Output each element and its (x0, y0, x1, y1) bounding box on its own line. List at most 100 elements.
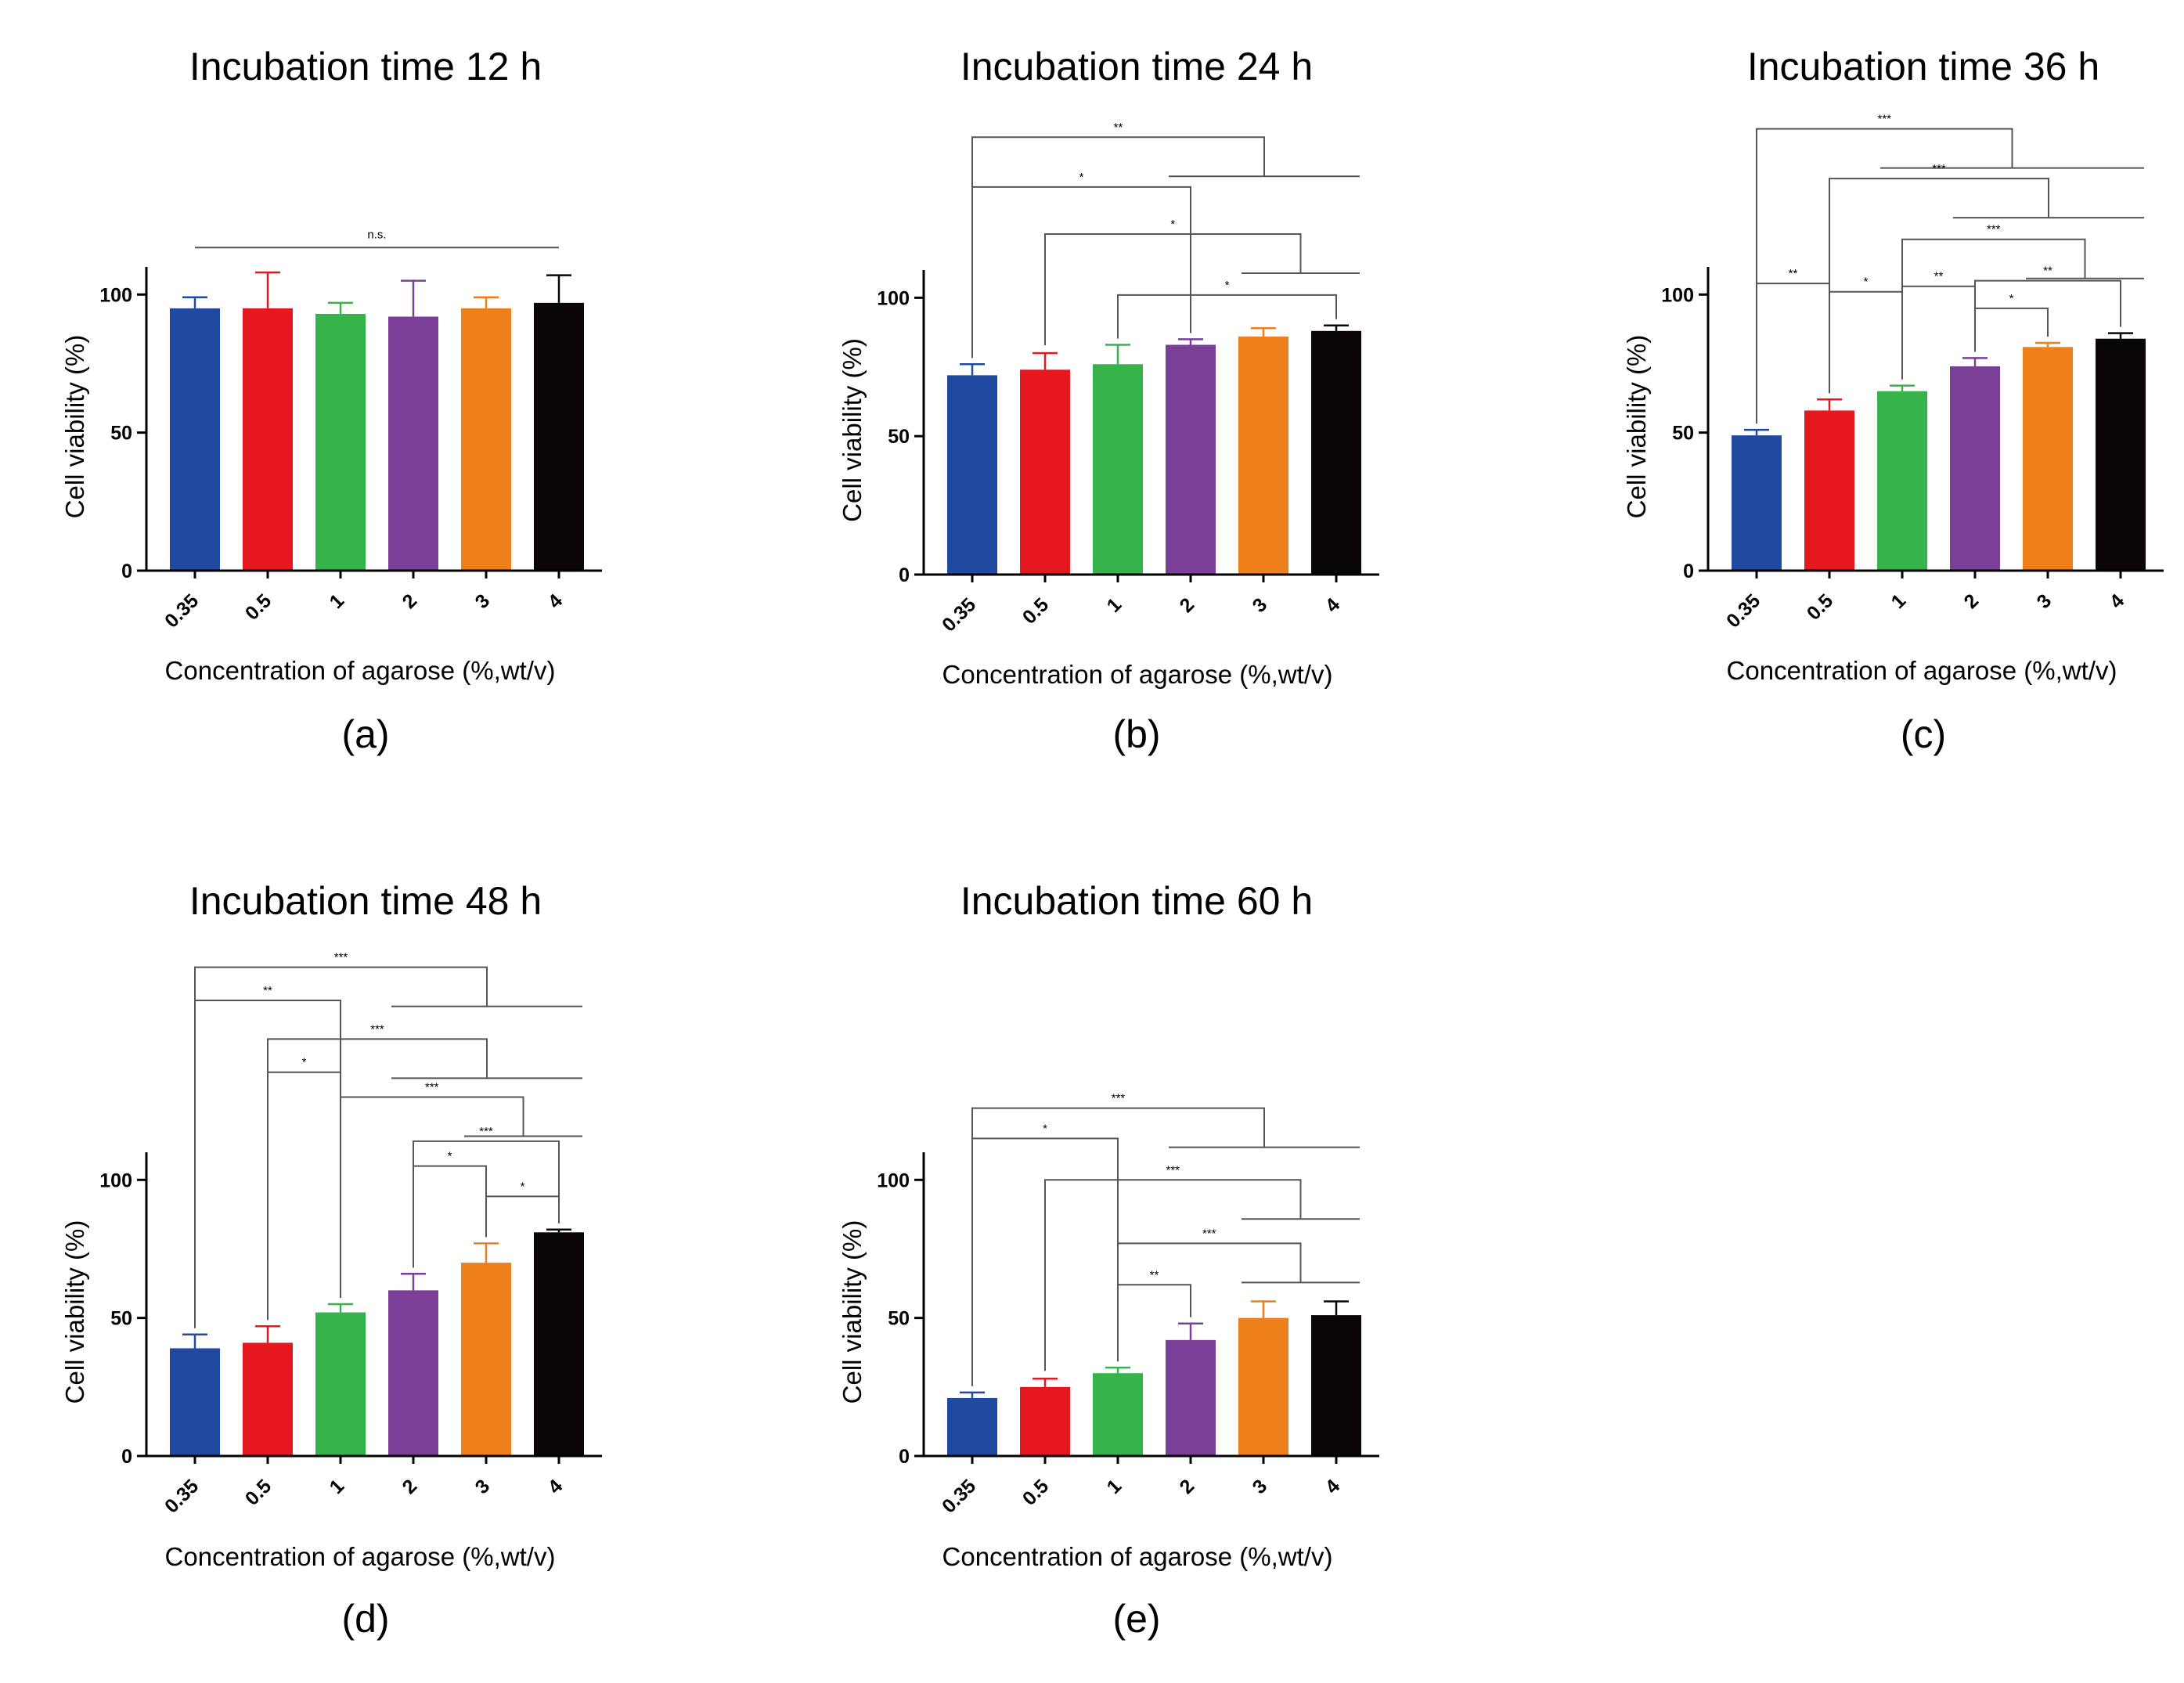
chart-title: Incubation time 24 h (960, 45, 1313, 88)
significance-label: n.s. (367, 228, 386, 241)
y-axis-title: Cell viability (%) (60, 1220, 89, 1404)
x-tick-label: 2 (1176, 1475, 1199, 1498)
bar (1311, 1315, 1361, 1456)
x-tick-label: 0.35 (160, 1475, 203, 1517)
significance-bracket (413, 1165, 487, 1268)
y-tick-label: 0 (899, 564, 910, 586)
significance-label: ** (263, 984, 272, 997)
chart-panel-5: Incubation time 60 h Cell viability (%) Co… (838, 879, 1379, 1641)
significance-bracket (340, 1096, 524, 1296)
significance-bracket (485, 1195, 560, 1238)
x-tick-label: 4 (1321, 593, 1345, 617)
x-tick-label: 1 (1103, 1475, 1126, 1498)
bar (1950, 366, 2000, 571)
significance-annotation: *** (1044, 1163, 1360, 1371)
bar (315, 1312, 366, 1456)
x-tick-label: 0.5 (241, 1475, 276, 1509)
significance-label: * (2009, 292, 2014, 305)
significance-annotation: * (1044, 218, 1360, 346)
significance-annotation: * (485, 1180, 560, 1238)
y-tick-label: 100 (99, 284, 132, 306)
bar (1166, 1339, 1216, 1456)
x-tick-label: 0.5 (1018, 1475, 1053, 1509)
bar (534, 1232, 584, 1456)
chart-title: Incubation time 36 h (1747, 45, 2099, 88)
significance-bracket (267, 1071, 341, 1321)
bar (2096, 338, 2146, 571)
bar (1020, 369, 1070, 575)
chart-panel-2: Incubation time 24 h Cell viability (%) Co… (838, 45, 1379, 756)
significance-label: *** (1877, 113, 1891, 126)
bar (243, 308, 293, 571)
y-tick-label: 50 (888, 426, 910, 448)
bar (1093, 1373, 1143, 1456)
bar (1732, 435, 1782, 571)
significance-label: *** (1166, 1163, 1180, 1177)
significance-label: ** (1789, 267, 1798, 280)
y-tick-label: 50 (1672, 423, 1694, 445)
x-tick-label: 1 (326, 1475, 349, 1498)
significance-bracket (1044, 1179, 1302, 1371)
panel-label: (e) (1112, 1597, 1160, 1641)
significance-label: * (521, 1180, 525, 1193)
significance-label: ** (1150, 1268, 1159, 1281)
chart-title: Incubation time 12 h (189, 45, 542, 88)
significance-label: * (1170, 218, 1175, 231)
x-axis-title: Concentration of agarose (%,wt/v) (942, 660, 1333, 689)
significance-annotation: n.s. (195, 228, 559, 249)
y-tick-label: 0 (121, 560, 132, 582)
x-tick-label: 0.35 (938, 1475, 980, 1517)
significance-label: *** (1202, 1227, 1216, 1240)
significance-annotation: *** (194, 951, 582, 1327)
y-tick-label: 100 (877, 1169, 910, 1191)
significance-label: *** (1112, 1092, 1126, 1105)
significance-annotation: ** (971, 121, 1360, 357)
significance-bracket (1974, 307, 2049, 352)
significance-label: *** (1932, 162, 1946, 175)
y-tick-label: 0 (1683, 560, 1694, 582)
panel-label: (b) (1112, 712, 1160, 756)
x-tick-label: 0.35 (938, 593, 980, 636)
x-tick-label: 3 (2033, 589, 2056, 613)
significance-label: * (448, 1150, 452, 1163)
significance-label: * (1225, 279, 1230, 292)
x-tick-label: 1 (1887, 589, 1911, 613)
bar (1020, 1386, 1070, 1456)
chart-title: Incubation time 48 h (189, 879, 542, 923)
bar (534, 302, 584, 571)
significance-label: *** (1987, 223, 2001, 236)
y-tick-label: 0 (899, 1446, 910, 1468)
significance-label: *** (370, 1022, 384, 1036)
x-tick-label: 3 (1249, 593, 1272, 617)
significance-bracket (971, 186, 1191, 359)
panel-label: (d) (341, 1597, 389, 1641)
y-axis-title: Cell viability (%) (1622, 335, 1651, 519)
x-tick-label: 2 (398, 1475, 422, 1498)
bar (1166, 344, 1216, 575)
x-tick-label: 2 (1176, 593, 1199, 617)
bar (461, 1263, 511, 1456)
significance-bracket (267, 1038, 488, 1319)
bar (388, 316, 438, 571)
chart-title: Incubation time 60 h (960, 879, 1313, 923)
x-tick-label: 0.5 (241, 589, 276, 624)
y-tick-label: 50 (888, 1308, 910, 1330)
significance-label: ** (1934, 270, 1944, 283)
x-tick-label: 4 (544, 1475, 568, 1498)
significance-annotation: * (1974, 292, 2049, 352)
significance-bracket (1117, 1284, 1191, 1362)
x-tick-label: 0.5 (1018, 593, 1053, 628)
bar (1093, 364, 1143, 575)
bar (170, 1348, 220, 1456)
y-tick-label: 100 (1661, 284, 1694, 306)
bar (170, 308, 220, 571)
bar (1877, 391, 1927, 571)
significance-label: *** (479, 1125, 493, 1138)
significance-annotation: * (267, 1056, 341, 1321)
bar (1238, 336, 1288, 575)
chart-panel-1: Incubation time 12 h Cell viability (%) Co… (60, 45, 602, 756)
significance-bracket (1117, 294, 1337, 339)
significance-annotation: *** (340, 1080, 582, 1296)
significance-label: *** (425, 1080, 439, 1094)
